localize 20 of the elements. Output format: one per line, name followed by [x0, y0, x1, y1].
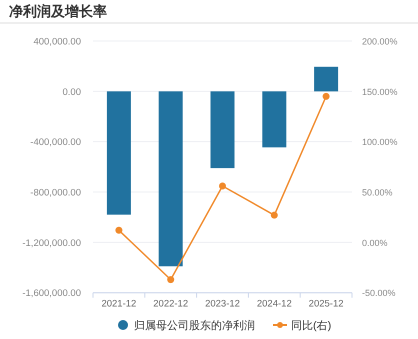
y2tick: 150.00%: [362, 86, 398, 97]
xtick: 2021-12: [101, 298, 136, 310]
ytick: -400,000.00: [30, 137, 81, 148]
y2tick: 50.00%: [362, 188, 393, 198]
ytick: 0.00: [62, 86, 81, 98]
ytick: -800,000.00: [30, 188, 81, 199]
legend: 同比(右): [291, 320, 332, 332]
xtick: 2025-12: [308, 298, 344, 310]
y2tick: -50.00%: [362, 288, 396, 298]
ytick: 400,000.00: [33, 36, 81, 48]
title: 净利润及增长率: [9, 3, 107, 19]
legend: 归属母公司股东的净利润: [134, 320, 255, 332]
xtick: 2023-12: [205, 298, 240, 310]
xtick: 2024-12: [256, 298, 292, 310]
ytick: -1,600,000.00: [22, 288, 81, 300]
y2tick: 200.00%: [362, 36, 398, 46]
xtick: 2022-12: [153, 298, 188, 310]
y2tick: 0.00%: [362, 238, 388, 248]
y2tick: 100.00%: [362, 137, 398, 148]
ytick: -1,200,000.00: [22, 238, 81, 249]
